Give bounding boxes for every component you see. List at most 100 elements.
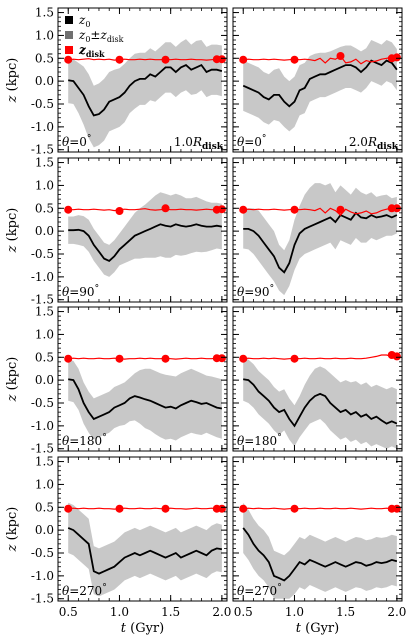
degree-sign: °	[95, 284, 100, 294]
y-axis-unit: (kpc)	[5, 357, 20, 395]
y-tick-label: 1.5	[35, 305, 54, 319]
zdisk-marker	[161, 354, 170, 363]
y-tick-label: 1.0	[35, 178, 54, 192]
degree-sign: °	[270, 284, 275, 294]
panel-frame	[232, 306, 403, 452]
column-label: 2.0Rdisk	[349, 135, 399, 152]
y-tick-label: 0.0	[35, 74, 54, 88]
y-axis-label: z (kpc)	[5, 507, 20, 553]
y-axis-label: z (kpc)	[5, 58, 20, 104]
band-area	[243, 40, 397, 132]
y-tick-label: 0.0	[35, 373, 54, 387]
x-axis-var: t	[296, 621, 302, 636]
zdisk-line	[68, 357, 222, 360]
theta-prefix: θ=	[237, 285, 254, 299]
band-area	[68, 192, 222, 277]
theta-value: 0	[254, 135, 262, 149]
y-axis-unit: (kpc)	[5, 208, 20, 246]
legend-swatch-band	[65, 31, 73, 39]
zdisk-marker	[217, 354, 226, 363]
zdisk-line	[68, 507, 222, 510]
y-tick-label: -0.5	[31, 546, 54, 560]
zdisk-marker	[336, 52, 345, 60]
theta-label: θ=90°	[237, 284, 274, 299]
column-label-var: R	[367, 135, 377, 149]
legend-sub: 0	[85, 35, 90, 44]
zdisk-marker	[290, 504, 299, 513]
y-tick-label: 1.5	[35, 455, 54, 469]
band-area	[243, 357, 397, 449]
theta-label: θ=270°	[237, 583, 282, 598]
degree-sign: °	[102, 583, 107, 593]
panel-3-0: -1.5 -1.0 -0.5 0.0 0.5 1.0 1.5 0.5 1.0 1.5 2.0 θ=27…	[5, 455, 231, 619]
theta-value: 180	[254, 434, 277, 448]
legend-sub: disk	[86, 49, 105, 59]
panel-frame	[232, 157, 403, 303]
y-tick-label: 1.5	[35, 156, 54, 170]
x-tick-label: 1.5	[161, 605, 180, 619]
z0-line	[242, 527, 398, 582]
x-axis-unit: (Gyr)	[301, 621, 339, 636]
zdisk-line	[243, 507, 397, 510]
legend-swatch-zdisk	[65, 46, 73, 54]
y-tick-label: 1.0	[35, 28, 54, 42]
y-tick-label: 0.5	[35, 201, 54, 215]
x-tick-label: 1.0	[285, 605, 304, 619]
band-area	[243, 183, 397, 296]
theta-value: 0	[79, 135, 87, 149]
zdisk-marker	[115, 504, 124, 513]
y-tick-label: -1.5	[31, 143, 54, 157]
column-label: 1.0Rdisk	[174, 135, 224, 152]
z0-line	[243, 211, 398, 274]
legend-op: ±	[90, 28, 100, 42]
y-axis-unit: (kpc)	[5, 58, 20, 96]
y-axis-var: z	[5, 245, 20, 253]
zdisk-marker	[290, 354, 299, 363]
zdisk-marker	[239, 354, 248, 363]
zdisk-line	[243, 207, 398, 216]
zdisk-marker	[161, 55, 170, 64]
x-axis-var: t	[121, 621, 127, 636]
legend-label-z0: z0	[78, 13, 90, 29]
x-axis-label: t (Gyr)	[121, 621, 164, 636]
panel-frame	[57, 306, 228, 452]
theta-prefix: θ=	[237, 584, 254, 598]
y-tick-label: -1.5	[31, 442, 54, 456]
legend-sub: 0	[85, 20, 90, 29]
degree-sign: °	[277, 583, 282, 593]
degree-sign: °	[102, 433, 107, 443]
x-axis-label: t (Gyr)	[296, 621, 339, 636]
panel-frame	[57, 456, 228, 602]
zdisk-marker	[115, 55, 124, 64]
zdisk-marker	[64, 354, 73, 363]
theta-value: 90	[254, 285, 269, 299]
y-tick-label: 1.0	[35, 477, 54, 491]
theta-prefix: θ=	[62, 584, 79, 598]
band-area	[68, 502, 222, 597]
y-axis-unit: (kpc)	[5, 507, 20, 545]
zdisk-marker	[64, 205, 73, 214]
theta-value: 180	[79, 434, 102, 448]
x-axis-unit: (Gyr)	[126, 621, 164, 636]
y-tick-label: 1.5	[35, 6, 54, 20]
degree-sign: °	[87, 134, 92, 144]
panel-0-1: θ=0° 2.0Rdisk	[232, 7, 403, 153]
y-axis-var: z	[5, 544, 20, 552]
y-tick-label: -1.0	[31, 569, 54, 583]
theta-value: 270	[79, 584, 102, 598]
theta-label: θ=0°	[237, 134, 266, 149]
zdisk-line	[243, 55, 398, 65]
column-label-num: 1.0	[174, 135, 193, 149]
theta-value: 90	[79, 285, 94, 299]
degree-sign: °	[262, 134, 267, 144]
theta-label: θ=180°	[237, 433, 282, 448]
legend-var: z	[78, 43, 87, 57]
y-axis-var: z	[5, 95, 20, 103]
y-tick-label: 0.5	[35, 500, 54, 514]
zdisk-marker	[115, 207, 124, 215]
zdisk-marker	[336, 205, 345, 214]
zdisk-marker	[392, 53, 401, 62]
zdisk-marker	[290, 205, 299, 214]
